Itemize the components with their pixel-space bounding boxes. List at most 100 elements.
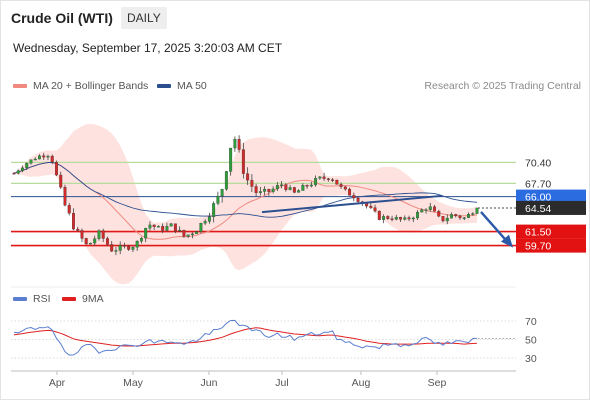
price-label-61.50: 61.50 xyxy=(525,227,551,239)
rsi-line xyxy=(13,319,478,356)
candle-body xyxy=(411,217,415,220)
legend-bollinger-label: MA 20 + Bollinger Bands xyxy=(33,80,149,92)
candle-body xyxy=(399,217,403,220)
candle-body xyxy=(471,213,475,215)
candle-body xyxy=(297,190,301,193)
candle-body xyxy=(186,234,190,237)
candle-body xyxy=(21,167,24,171)
candle-body xyxy=(122,245,126,247)
candle-body xyxy=(38,155,41,160)
candle-body xyxy=(475,207,479,214)
candle-body xyxy=(437,211,441,217)
candle-body xyxy=(356,197,360,202)
candle-body xyxy=(263,188,267,192)
month-label-Jul: Jul xyxy=(275,377,288,389)
candle-body xyxy=(55,161,58,176)
candle-body xyxy=(173,223,177,232)
candle-body xyxy=(59,174,63,188)
candle-body xyxy=(377,210,381,220)
candle-body xyxy=(369,205,373,208)
candle-body xyxy=(416,211,419,219)
candle-body xyxy=(67,205,71,214)
price-label-59.70: 59.70 xyxy=(525,241,551,253)
forecast-arrow xyxy=(480,211,509,244)
candle-body xyxy=(97,230,101,239)
rsi-tick-50: 50 xyxy=(525,335,537,347)
candle-body xyxy=(407,217,411,220)
rsi-tick-70: 70 xyxy=(525,316,537,328)
candle-body xyxy=(458,215,462,219)
candle-body xyxy=(101,230,105,239)
candle-body xyxy=(190,233,194,235)
candle-body xyxy=(144,228,148,239)
candle-body xyxy=(441,216,445,222)
candle-body xyxy=(254,186,258,193)
candle-body xyxy=(63,187,67,206)
candle-body xyxy=(271,188,275,192)
candle-body xyxy=(84,238,88,245)
candle-body xyxy=(301,185,305,191)
legend-rsi-label: RSI xyxy=(33,293,51,305)
candle-body xyxy=(373,207,377,212)
price-label-66.00: 66.00 xyxy=(525,192,551,204)
candle-body xyxy=(139,237,143,242)
candle-body xyxy=(80,230,84,239)
candle-body xyxy=(131,247,135,250)
candle-body xyxy=(335,179,339,185)
legend-ma50: MA 50 xyxy=(157,80,207,92)
rsi-tick-30: 30 xyxy=(525,353,537,365)
candle-body xyxy=(420,209,424,213)
candle-body xyxy=(46,155,50,158)
timeframe-badge[interactable]: DAILY xyxy=(121,7,167,29)
candle-body xyxy=(382,216,386,220)
candle-body xyxy=(288,187,292,190)
support-trendline xyxy=(261,194,443,214)
candle-body xyxy=(199,222,203,232)
candle-body xyxy=(72,213,75,230)
ma50-line xyxy=(13,162,478,218)
candle-body xyxy=(216,195,220,204)
candle-body xyxy=(280,184,284,186)
candle-body xyxy=(454,214,458,216)
candle-body xyxy=(118,245,122,251)
candle-body xyxy=(424,209,428,211)
rsi-9ma-line xyxy=(13,327,478,347)
candle-body xyxy=(450,214,453,219)
candle-body xyxy=(365,203,369,207)
candle-body xyxy=(16,170,20,174)
candle-body xyxy=(258,191,262,193)
chart-datetime: Wednesday, September 17, 2025 3:20:03 AM… xyxy=(13,41,283,55)
legend-ma50-label: MA 50 xyxy=(177,80,207,92)
candle-body xyxy=(284,184,288,190)
candle-body xyxy=(326,178,330,180)
month-label-May: May xyxy=(123,377,144,389)
legend-rsi: RSI xyxy=(13,293,51,305)
legend-9ma: 9MA xyxy=(62,293,104,305)
candle-body xyxy=(114,250,118,252)
candle-body xyxy=(156,226,160,228)
candle-body xyxy=(169,223,173,227)
candle-body xyxy=(314,178,318,186)
legend-bollinger: MA 20 + Bollinger Bands xyxy=(13,80,148,92)
candle-body xyxy=(105,238,109,245)
candle-body xyxy=(433,206,436,212)
candle-body xyxy=(161,226,165,231)
candle-body xyxy=(318,176,322,179)
price-tag-66.00 xyxy=(516,189,586,204)
candle-body xyxy=(127,246,131,250)
research-credit: Research © 2025 Trading Central xyxy=(424,80,581,92)
candle-body xyxy=(292,187,296,193)
candle-body xyxy=(462,217,466,219)
bollinger-swatch xyxy=(13,84,27,88)
candle-body xyxy=(309,184,313,187)
month-label-Jun: Jun xyxy=(201,377,218,389)
candle-body xyxy=(165,226,169,231)
forecast-arrow-head xyxy=(501,234,513,248)
price-tag-61.50 xyxy=(516,224,586,239)
candle-body xyxy=(339,184,343,187)
instrument-title: Crude Oil (WTI) xyxy=(11,10,113,26)
candle-body xyxy=(195,231,199,234)
price-label-64.54: 64.54 xyxy=(525,203,551,215)
candle-body xyxy=(352,195,356,199)
candle-body xyxy=(76,228,80,231)
